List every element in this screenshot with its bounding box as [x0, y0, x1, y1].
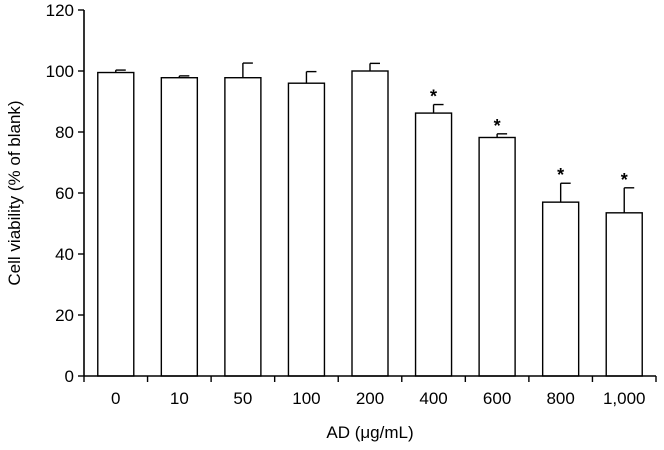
bar-group: 100: [287, 70, 326, 408]
significance-marker: *: [494, 116, 501, 136]
y-axis-ticks: 0 20 40 60 80 100 120: [46, 1, 84, 386]
bars: 0 10 50 100 200 400 * 600 * 800 * 1,000 *: [97, 62, 646, 408]
x-tick-label: 100: [292, 389, 320, 408]
x-tick-label: 200: [356, 389, 384, 408]
y-tick-label: 40: [55, 245, 74, 264]
bar: [351, 70, 389, 377]
bar: [605, 212, 643, 377]
x-tick-label: 0: [111, 389, 120, 408]
x-tick-label: 800: [546, 389, 574, 408]
y-tick-label: 20: [55, 306, 74, 325]
bar-group: 400 *: [414, 87, 453, 408]
bar: [414, 112, 453, 377]
significance-marker: *: [557, 165, 564, 185]
bar-group: 50: [224, 62, 262, 408]
x-tick-label: 10: [170, 389, 189, 408]
y-tick-label: 80: [55, 123, 74, 142]
bar: [287, 82, 326, 377]
bar: [97, 71, 135, 377]
x-tick-label: 600: [483, 389, 511, 408]
y-tick-label: 60: [55, 184, 74, 203]
bar-group: 0: [97, 69, 135, 408]
y-tick-label: 120: [46, 1, 74, 20]
y-tick-label: 100: [46, 62, 74, 81]
y-tick-label: 0: [65, 367, 74, 386]
x-tick-label: 50: [233, 389, 252, 408]
x-axis-ticks: [83, 376, 657, 382]
bar-group: 200: [351, 62, 389, 408]
x-tick-label: 1,000: [603, 389, 646, 408]
x-axis-label: AD (μg/mL): [326, 423, 413, 442]
x-tick-label: 400: [419, 389, 447, 408]
bar-group: 1,000 *: [603, 170, 646, 408]
bar-group: 10: [160, 75, 199, 408]
bar-group: 800 *: [541, 165, 580, 408]
significance-marker: *: [430, 87, 437, 107]
bar: [478, 136, 516, 377]
bar-group: 600 *: [478, 116, 516, 408]
bar: [224, 77, 262, 377]
y-axis-label: Cell viability (% of blank): [5, 100, 24, 285]
bar: [160, 77, 199, 377]
bar: [541, 201, 580, 377]
significance-marker: *: [621, 170, 628, 190]
